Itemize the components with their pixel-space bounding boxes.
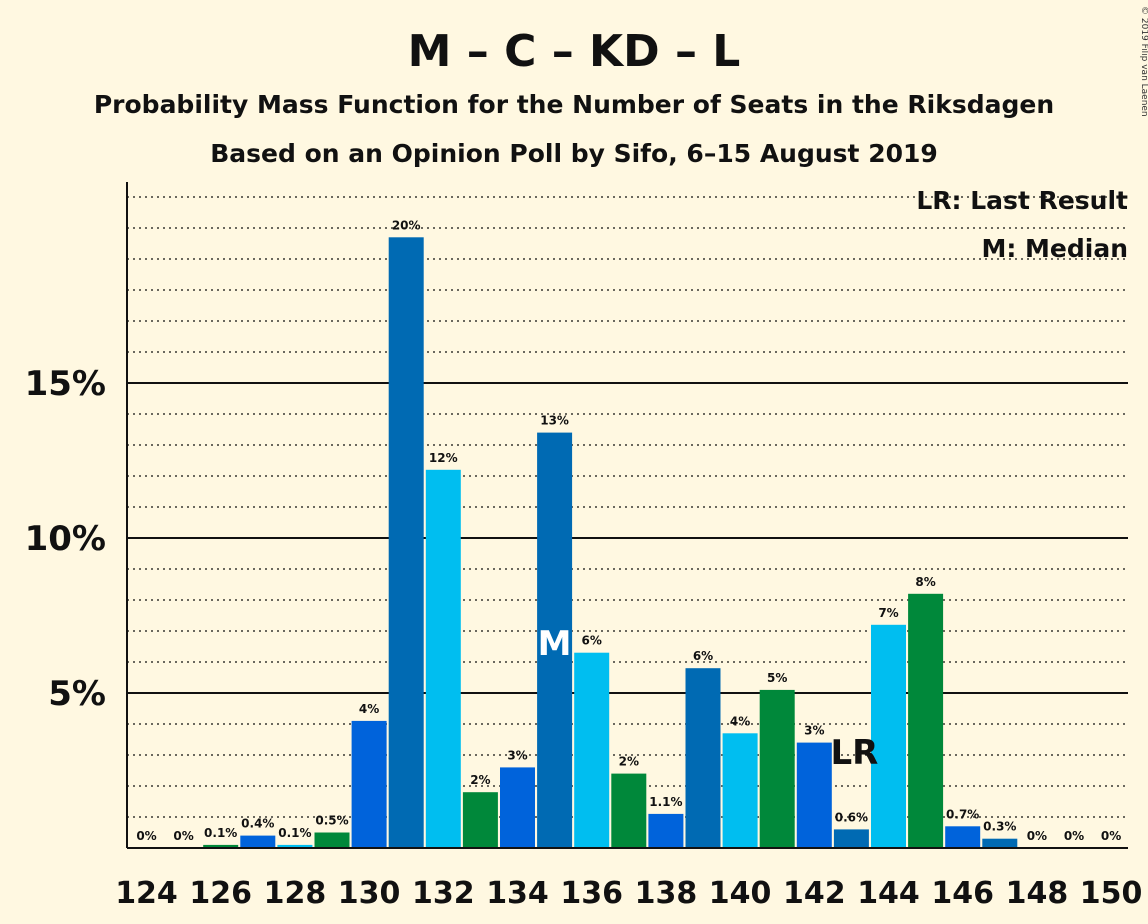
data-label-seat-130: 4% [359, 702, 379, 716]
data-label-seat-144: 7% [878, 606, 898, 620]
x-tick-label: 134 [486, 876, 549, 911]
x-tick-label: 132 [412, 876, 475, 911]
x-tick-label: 142 [783, 876, 846, 911]
data-label-seat-131: 20% [392, 218, 421, 232]
data-label-seat-129: 0.5% [315, 814, 348, 828]
bar-seat-128 [277, 844, 313, 848]
median-marker: M [538, 624, 572, 664]
x-tick-label: 130 [338, 876, 401, 911]
data-label-seat-145: 8% [915, 575, 935, 589]
bar-seat-133 [462, 792, 498, 848]
bar-seat-132 [425, 469, 461, 848]
data-label-seat-149: 0% [1064, 829, 1084, 843]
chart-subtitle-1: Probability Mass Function for the Number… [94, 90, 1054, 119]
bar-seat-130 [351, 720, 387, 848]
legend-median: M: Median [981, 234, 1128, 263]
y-axis-ticks: 5% 10% 15% [25, 364, 106, 714]
y-tick-label: 5% [48, 674, 106, 714]
bar-seat-136 [574, 652, 610, 848]
data-label-seat-148: 0% [1027, 829, 1047, 843]
bar-seat-129 [314, 832, 350, 848]
bar-seat-144 [871, 624, 906, 848]
data-label-seat-147: 0.3% [983, 820, 1016, 834]
bar-seat-127 [240, 835, 276, 848]
last-result-marker: LR [830, 733, 878, 773]
bar-seat-137 [611, 773, 647, 848]
data-label-seat-138: 1.1% [649, 795, 682, 809]
bar-seat-131 [388, 237, 424, 849]
bar-seat-146 [945, 826, 981, 848]
x-tick-label: 136 [560, 876, 623, 911]
data-label-seat-136: 6% [582, 634, 602, 648]
data-label-seat-143: 0.6% [835, 810, 868, 824]
x-tick-label: 140 [709, 876, 772, 911]
y-tick-label: 15% [25, 364, 106, 404]
x-tick-label: 138 [635, 876, 698, 911]
data-label-seat-134: 3% [507, 748, 527, 762]
data-label-seat-125: 0% [173, 829, 193, 843]
grid-lines [127, 196, 1128, 818]
bar-seat-147 [982, 838, 1018, 848]
bar-seat-140 [722, 733, 758, 848]
x-tick-label: 144 [857, 876, 920, 911]
bar-seat-143 [833, 829, 869, 848]
x-tick-label: 148 [1006, 876, 1069, 911]
legend-last-result: LR: Last Result [916, 186, 1128, 215]
x-tick-label: 128 [264, 876, 327, 911]
data-label-seat-127: 0.4% [241, 817, 274, 831]
data-labels: 0% 0% 0.1% 0.4% 0.1% 0.5% 4% 20% 12% 2% 3% 13% 6% 2% 1… [136, 218, 1121, 843]
data-label-seat-128: 0.1% [278, 826, 311, 840]
x-tick-label: 124 [115, 876, 178, 911]
data-label-seat-140: 4% [730, 714, 750, 728]
data-label-seat-126: 0.1% [204, 826, 237, 840]
data-label-seat-132: 12% [429, 451, 458, 465]
y-tick-label: 10% [25, 519, 106, 559]
bar-seat-139 [685, 668, 721, 848]
x-axis-ticks: 124 126 128 130 132 134 136 138 140 142 144 146 148 1… [115, 876, 1142, 911]
data-label-seat-139: 6% [693, 649, 713, 663]
chart-title: M – C – KD – L [408, 26, 741, 77]
x-tick-label: 150 [1080, 876, 1143, 911]
data-label-seat-141: 5% [767, 671, 787, 685]
bar-seat-126 [203, 844, 239, 848]
data-label-seat-133: 2% [470, 773, 490, 787]
bar-seat-142 [796, 742, 832, 848]
x-tick-label: 126 [189, 876, 252, 911]
bar-seat-145 [908, 593, 944, 848]
data-label-seat-142: 3% [804, 724, 824, 738]
x-tick-label: 146 [931, 876, 994, 911]
bars [203, 237, 1018, 849]
bar-seat-135 [537, 432, 573, 848]
bar-seat-141 [759, 689, 795, 848]
chart-subtitle-2: Based on an Opinion Poll by Sifo, 6–15 A… [210, 139, 938, 168]
data-label-seat-124: 0% [136, 829, 156, 843]
data-label-seat-135: 13% [540, 414, 569, 428]
data-label-seat-146: 0.7% [946, 807, 979, 821]
copyright-text: © 2019 Filip van Laenen [1139, 6, 1148, 117]
data-label-seat-150: 0% [1101, 829, 1121, 843]
bar-seat-134 [500, 767, 535, 848]
data-label-seat-137: 2% [619, 755, 639, 769]
bar-seat-138 [648, 813, 684, 848]
